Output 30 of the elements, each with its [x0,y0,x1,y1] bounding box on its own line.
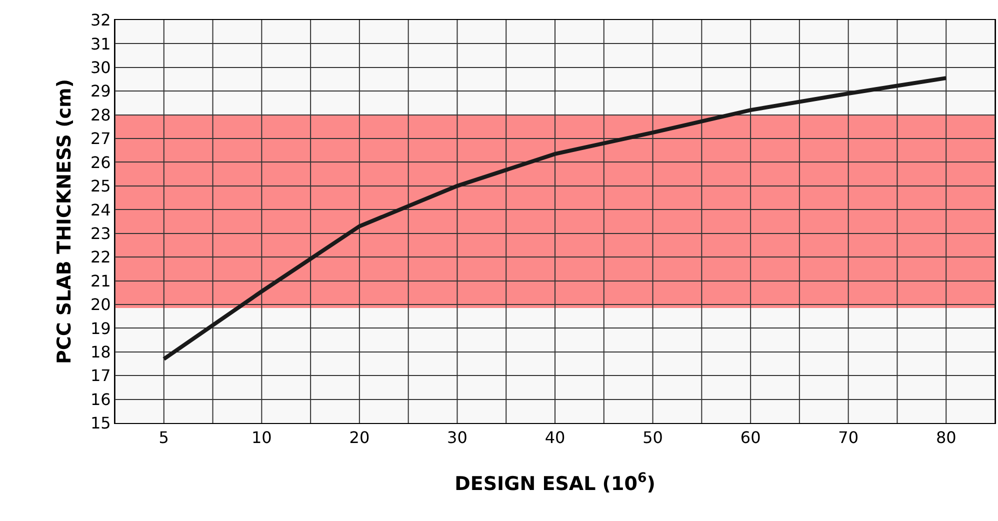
x-tick-label: 20 [349,428,370,448]
y-tick-label: 28 [90,105,111,124]
y-tick-label: 19 [90,318,111,338]
y-tick-label: 21 [90,271,111,290]
y-tick-label: 25 [90,176,111,196]
y-tick-label: 20 [90,295,111,314]
x-tick-label: 50 [642,428,663,448]
x-tick-label: 10 [251,428,272,448]
y-tick-label: 16 [90,390,111,409]
x-tick-label: 40 [544,428,566,448]
y-tick-label: 30 [90,58,111,78]
x-tick-label: 30 [447,428,468,448]
y-tick-label: 23 [90,224,111,243]
line-series [162,76,948,361]
y-tick-label: 17 [90,366,111,386]
y-tick-label: 24 [90,200,111,220]
x-axis-title: DESIGN ESAL (10$^{6}$) [454,471,656,495]
y-tick-label: 18 [90,342,111,362]
y-tick-label: 27 [90,129,111,148]
x-tick-label: 80 [936,428,956,448]
x-tick-label: 5 [158,428,169,448]
y-tick-label: 32 [90,10,111,30]
y-tick-label: 29 [90,82,111,101]
y-tick-label: 26 [90,152,111,172]
y-tick-label: 15 [90,414,111,433]
x-tick-label: 60 [740,428,761,448]
y-axis-title: PCC SLAB THICKNESS (cm) [53,78,76,364]
x-tick-label: 70 [838,428,859,448]
y-tick-label: 31 [90,34,111,54]
y-tick-label: 22 [90,248,111,267]
